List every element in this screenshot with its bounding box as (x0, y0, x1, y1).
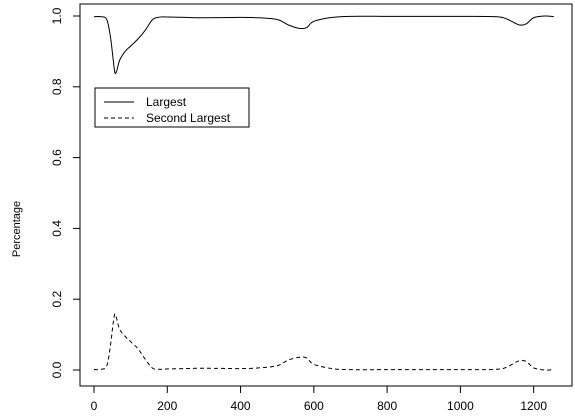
y-tick-label: 0.6 (50, 149, 64, 166)
y-axis-title: Percentage (11, 201, 23, 257)
series-line-second-largest (93, 313, 554, 371)
x-tick-label: 1000 (447, 399, 474, 413)
y-tick-label: 0.0 (50, 361, 64, 378)
y-tick-label: 0.2 (50, 291, 64, 308)
x-tick-label: 0 (91, 399, 98, 413)
x-tick-label: 600 (304, 399, 324, 413)
legend-label-largest: Largest (146, 95, 187, 109)
y-tick-label: 0.8 (50, 78, 64, 95)
y-axis: 0.0 0.2 0.4 0.6 0.8 1.0 (50, 7, 80, 378)
x-tick-label: 400 (231, 399, 251, 413)
plot-frame (79, 3, 573, 387)
x-tick-label: 200 (157, 399, 177, 413)
x-tick-label: 1200 (520, 399, 547, 413)
y-tick-label: 1.0 (50, 7, 64, 24)
legend: Largest Second Largest (94, 87, 250, 128)
series-group (93, 15, 554, 371)
x-tick-label: 800 (377, 399, 397, 413)
series-line-largest (93, 15, 554, 75)
y-tick-label: 0.4 (50, 220, 64, 237)
legend-box (94, 87, 250, 128)
x-axis: 0 200 400 600 800 1000 1200 (91, 386, 547, 413)
legend-label-second-largest: Second Largest (146, 111, 231, 125)
